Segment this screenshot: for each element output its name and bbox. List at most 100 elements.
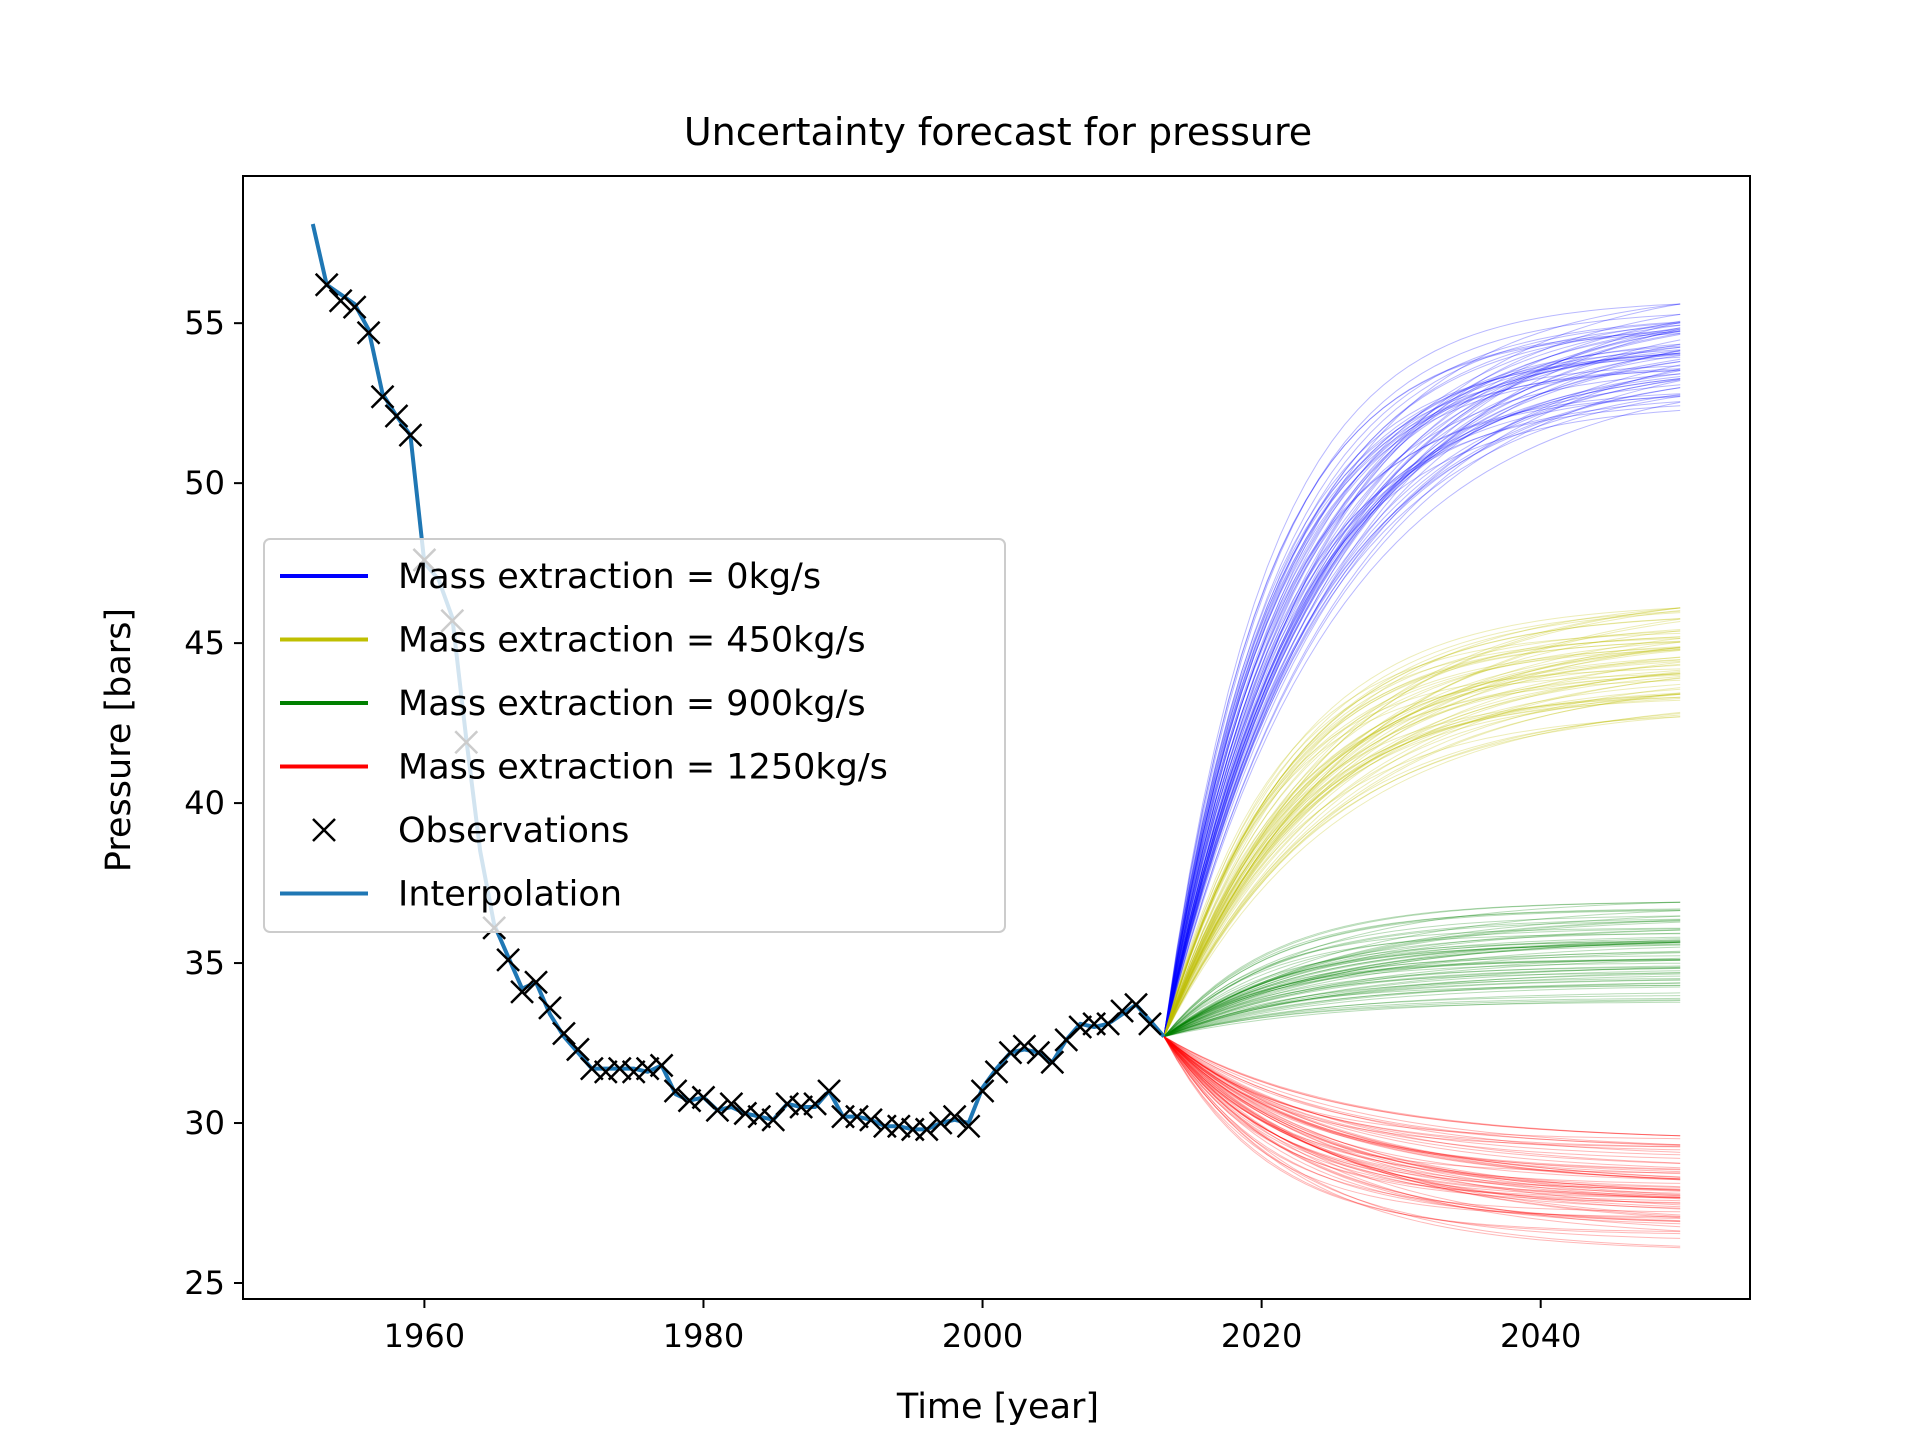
forecast-line [1163,941,1681,1037]
observation-marker [384,404,409,428]
forecast-line [1163,985,1681,1038]
forecast-line [1163,1036,1681,1191]
forecast-line [1163,970,1681,1038]
observation-marker [970,1079,995,1103]
forecast-line [1163,303,1681,1037]
forecast-line [1163,621,1681,1037]
forecast-line [1163,712,1681,1037]
forecast-line [1163,940,1681,1038]
forecast-line [1163,1036,1681,1180]
forecast-line [1163,1036,1681,1146]
forecast-line [1163,646,1681,1037]
forecast-line [1163,409,1681,1037]
forecast-line [1163,1036,1681,1222]
forecast-line [1163,647,1681,1037]
legend-label: Mass extraction = 1250kg/s [398,748,888,788]
forecast-line [1163,1036,1681,1217]
forecast-line [1163,1036,1681,1178]
forecast-line [1163,321,1681,1037]
forecast-line [1163,1036,1681,1137]
observation-marker [342,295,367,320]
observation-marker [1068,1015,1093,1039]
observation-marker [747,1104,772,1129]
forecast-line [1163,1036,1681,1146]
forecast-line [1163,1036,1681,1170]
forecast-line [1163,610,1681,1037]
y-tick-label: 35 [184,944,225,982]
forecast-line [1163,714,1681,1037]
forecast-line [1163,679,1681,1037]
forecast-line [1163,1036,1681,1151]
forecast-line [1163,618,1681,1037]
x-tick-label: 1960 [384,1317,465,1355]
legend-swatch [312,818,336,842]
forecast-line [1163,1036,1681,1222]
observation-marker [1124,992,1148,1017]
observation-marker [593,1059,618,1084]
forecast-line [1163,609,1681,1037]
forecast-line [1163,1036,1681,1204]
forecast-line [1163,683,1681,1037]
forecast-line [1163,910,1681,1037]
forecast-line [1163,1036,1681,1196]
forecast-line [1163,373,1681,1037]
forecast-line [1163,1036,1681,1180]
forecast-line [1163,946,1681,1038]
forecast-line [1163,1036,1681,1198]
forecast-line [1163,1036,1681,1140]
forecast-line [1163,369,1681,1037]
forecast-line [1163,350,1681,1037]
forecast-line [1163,1036,1681,1137]
forecast-line [1163,941,1681,1038]
forecast-line [1163,677,1681,1037]
forecast-line [1163,355,1681,1037]
forecast-line [1163,1036,1681,1146]
forecast-line [1163,1000,1681,1038]
forecast-line [1163,1036,1681,1202]
forecast-line [1163,966,1681,1038]
observation-marker [677,1088,702,1113]
forecast-line [1163,332,1681,1037]
forecast-line [1163,967,1681,1038]
observation-marker [914,1117,939,1142]
forecast-line [1163,349,1681,1037]
forecast-line [1163,716,1681,1037]
forecast-line [1163,668,1681,1037]
forecast-line [1163,933,1681,1037]
observation-marker [663,1079,688,1103]
forecast-line [1163,352,1681,1037]
forecast-line [1163,908,1681,1037]
forecast-line [1163,1036,1681,1164]
forecast-line [1163,692,1681,1037]
forecast-line [1163,952,1681,1038]
forecast-line [1163,972,1681,1038]
forecast-line [1163,1036,1681,1198]
forecast-line [1163,370,1681,1037]
forecast-line [1163,901,1681,1037]
forecast-line [1163,1036,1681,1199]
observation-marker [956,1114,981,1139]
forecast-line [1163,1036,1681,1190]
forecast-line [1163,322,1681,1037]
forecast-line [1163,1036,1681,1199]
forecast-line [1163,1036,1681,1228]
forecast-line [1163,1036,1681,1188]
observation-marker [524,970,548,995]
legend-label: Mass extraction = 900kg/s [398,684,866,724]
forecast-line [1163,959,1681,1038]
forecast-line [1163,1036,1681,1199]
forecast-line [1163,314,1681,1037]
forecast-line [1163,1036,1681,1196]
observation-markers [314,272,1162,1142]
forecast-line [1163,346,1681,1037]
forecast-line [1163,1036,1681,1210]
legend-items: Mass extraction = 0kg/s Mass extraction =… [280,557,888,915]
forecast-line [1163,1036,1681,1175]
observation-marker [1138,1011,1162,1036]
forecast-line [1163,324,1681,1037]
forecast-line [1163,664,1681,1037]
forecast-line [1163,1036,1681,1156]
forecast-line [1163,920,1681,1038]
legend-frame [263,538,1006,933]
forecast-line [1163,1036,1681,1191]
